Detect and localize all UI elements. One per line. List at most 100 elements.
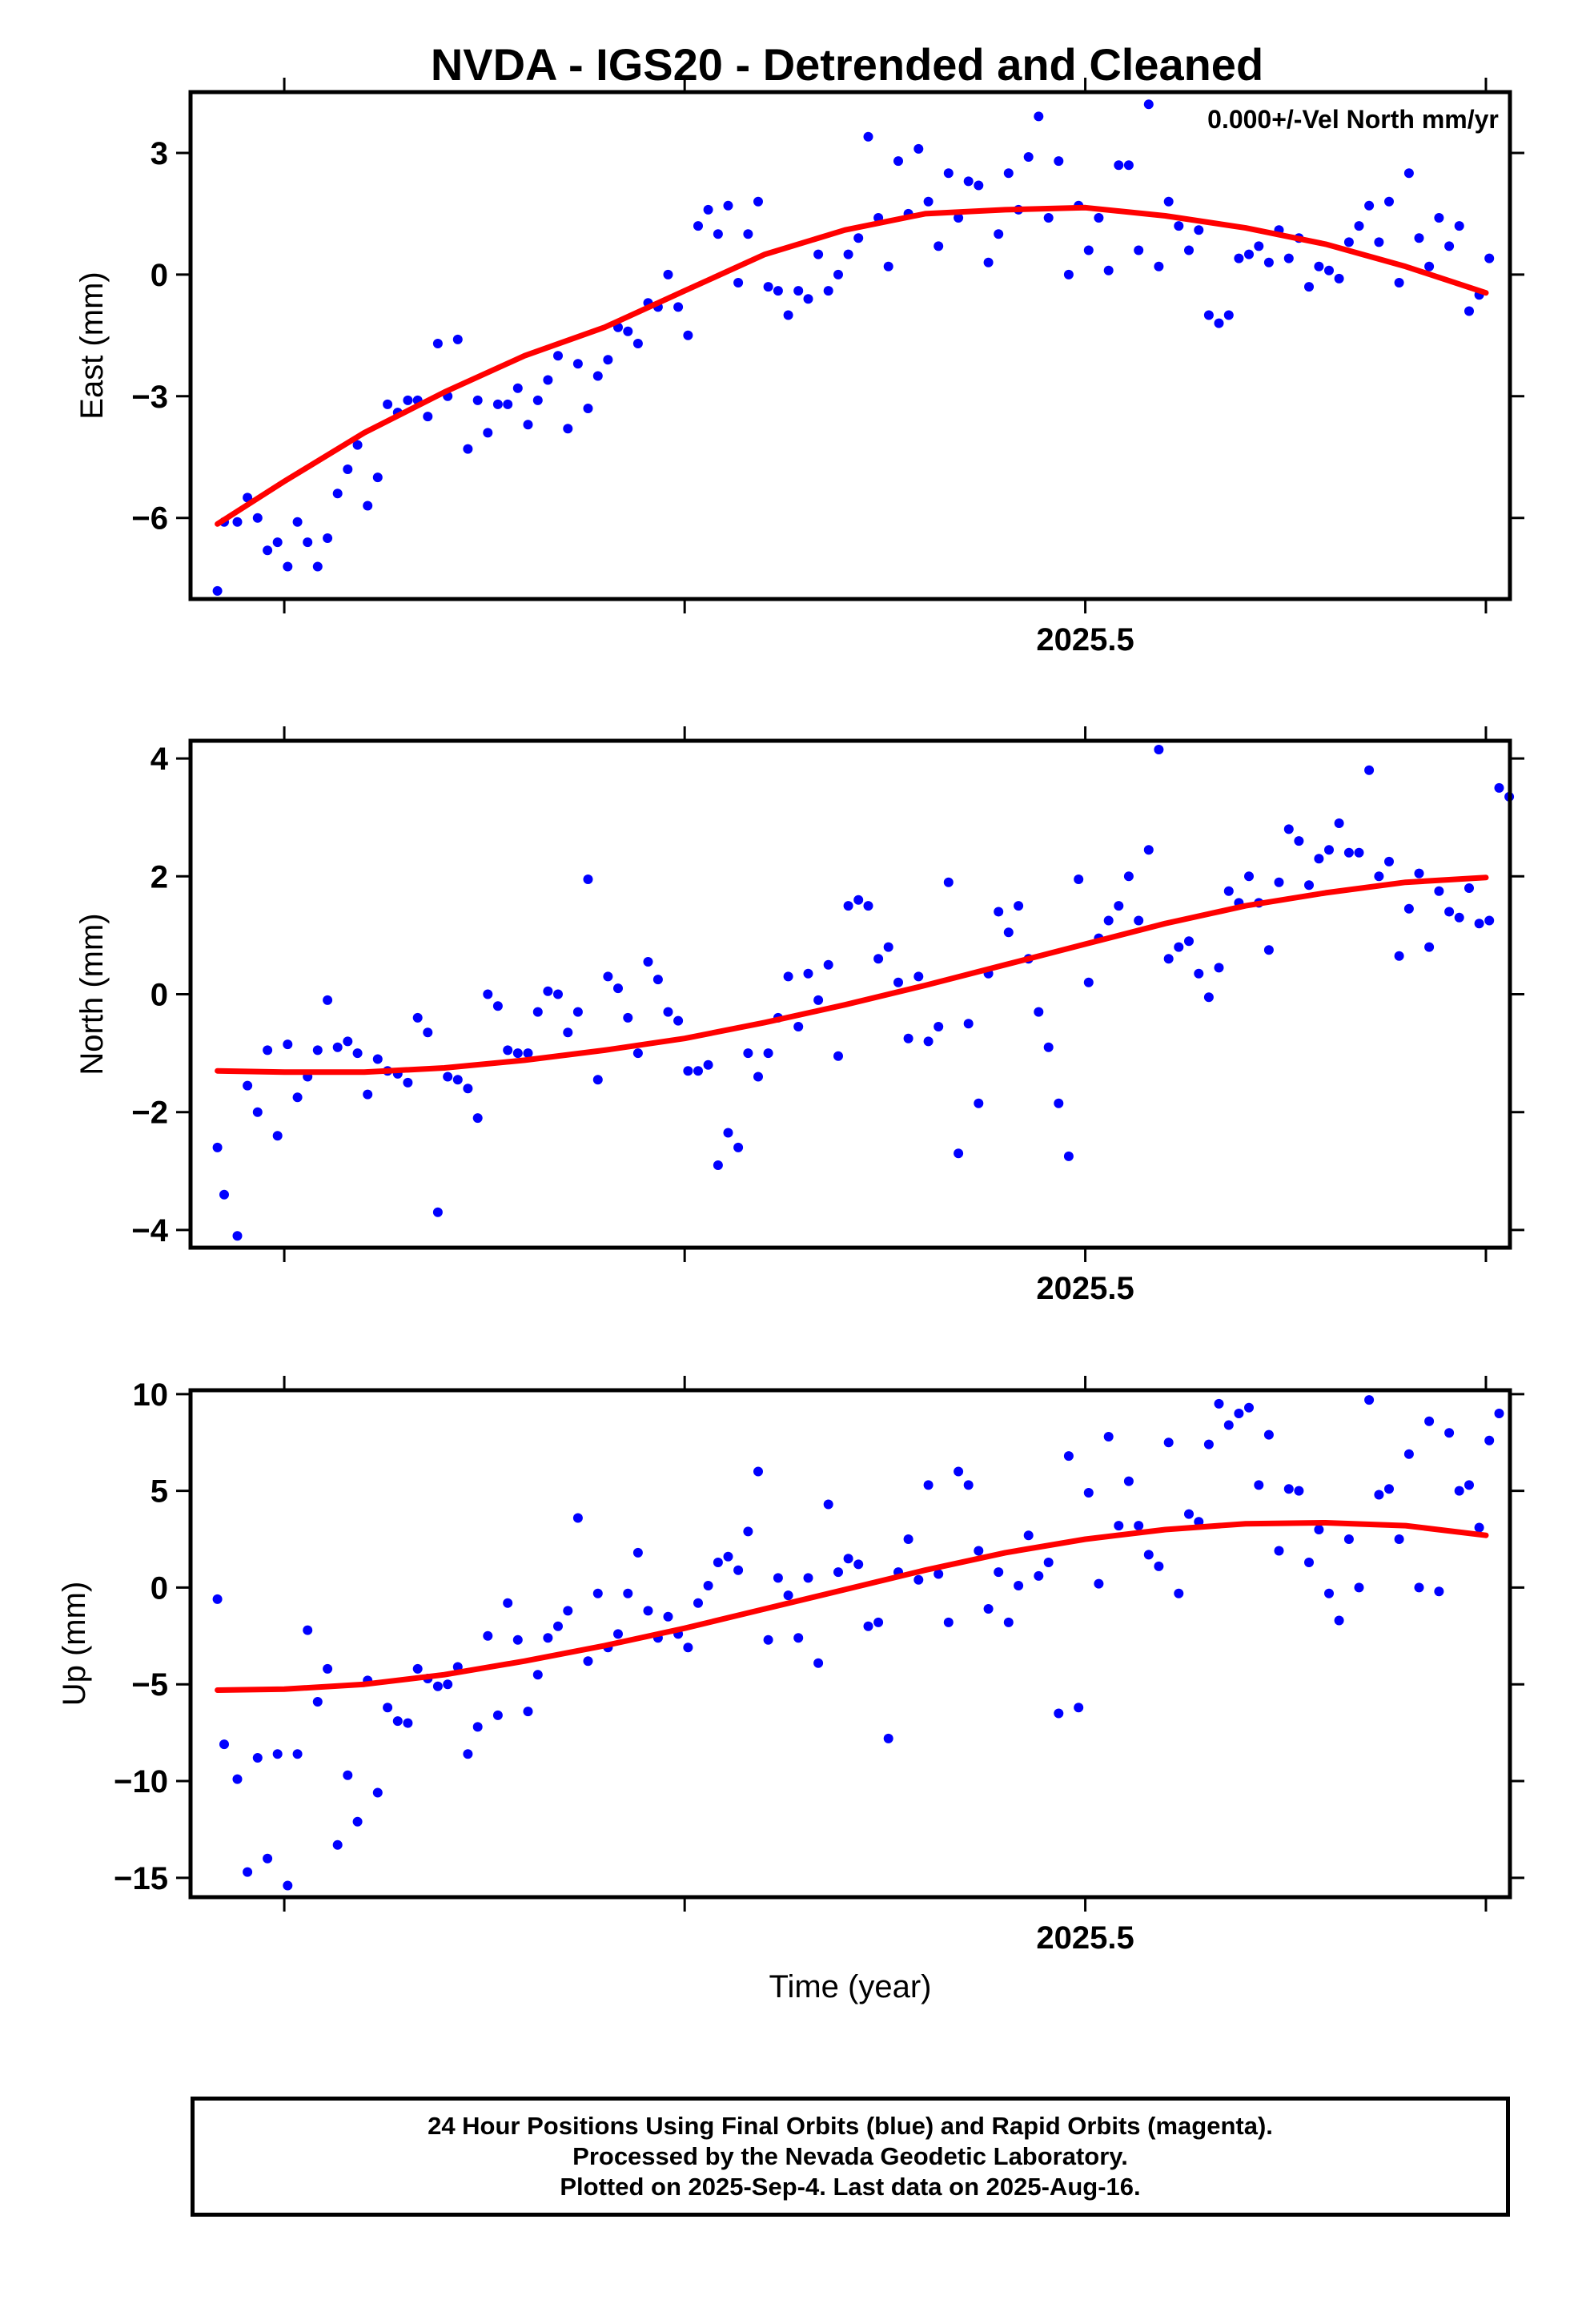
up-point-93 xyxy=(1143,1550,1154,1560)
up-point-47 xyxy=(683,1642,693,1653)
north-point-114 xyxy=(1354,847,1364,858)
north-point-93 xyxy=(1143,845,1154,855)
north-point-11 xyxy=(323,995,333,1005)
east-point-24 xyxy=(452,334,463,344)
up-point-72 xyxy=(934,1569,944,1579)
panel-up: −15 −10 −5 0 5 10 2025.5 Up (mm) xyxy=(57,1376,1524,1956)
east-point-83 xyxy=(1043,213,1054,223)
up-point-91 xyxy=(1123,1476,1134,1486)
east-point-121 xyxy=(1424,261,1435,271)
east-point-119 xyxy=(1403,168,1414,179)
north-point-39 xyxy=(603,971,613,982)
east-point-98 xyxy=(1194,225,1204,235)
up-point-33 xyxy=(543,1633,553,1643)
up-ytick-label-0: −15 xyxy=(114,1861,168,1896)
east-point-35 xyxy=(563,424,573,434)
east-point-93 xyxy=(1143,99,1154,110)
up-marks xyxy=(212,1395,1504,1891)
east-point-91 xyxy=(1123,160,1134,171)
north-point-95 xyxy=(1163,954,1174,964)
up-point-4 xyxy=(252,1753,263,1763)
east-point-22 xyxy=(432,339,443,348)
east-point-6 xyxy=(272,537,283,548)
north-point-63 xyxy=(843,901,853,911)
up-point-75 xyxy=(963,1480,974,1490)
up-point-120 xyxy=(1414,1582,1424,1593)
east-point-109 xyxy=(1304,282,1314,292)
east-point-50 xyxy=(713,229,723,239)
north-point-8 xyxy=(292,1092,303,1103)
up-point-2 xyxy=(232,1774,243,1784)
up-point-115 xyxy=(1364,1395,1375,1405)
north-point-38 xyxy=(592,1075,603,1085)
north-point-55 xyxy=(763,1048,773,1059)
up-point-7 xyxy=(283,1880,293,1891)
north-point-45 xyxy=(663,1007,673,1017)
up-point-62 xyxy=(833,1567,843,1578)
east-point-51 xyxy=(723,200,733,211)
up-point-5 xyxy=(263,1853,273,1864)
east-point-70 xyxy=(913,143,924,154)
up-point-8 xyxy=(292,1749,303,1759)
up-point-40 xyxy=(613,1629,623,1639)
north-point-60 xyxy=(813,995,824,1005)
north-point-34 xyxy=(553,989,563,999)
east-point-62 xyxy=(833,269,843,279)
north-point-54 xyxy=(753,1072,763,1082)
east-frame xyxy=(188,90,1512,601)
north-point-37 xyxy=(583,875,593,884)
up-point-23 xyxy=(443,1679,453,1690)
east-point-79 xyxy=(1003,168,1014,179)
up-point-35 xyxy=(563,1606,573,1616)
north-point-98 xyxy=(1194,968,1204,979)
north-point-117 xyxy=(1384,856,1394,866)
north-point-4 xyxy=(252,1107,263,1117)
north-point-35 xyxy=(563,1027,573,1038)
east-point-125 xyxy=(1464,306,1474,316)
up-point-104 xyxy=(1254,1480,1264,1490)
east-point-61 xyxy=(823,286,833,296)
north-marks xyxy=(212,745,1515,1241)
up-point-16 xyxy=(372,1787,383,1798)
east-point-101 xyxy=(1223,310,1234,320)
up-point-107 xyxy=(1283,1484,1294,1494)
east-point-94 xyxy=(1154,261,1164,271)
east-point-4 xyxy=(252,513,263,523)
up-point-64 xyxy=(853,1559,864,1570)
east-marks xyxy=(212,99,1495,596)
east-point-118 xyxy=(1394,278,1404,287)
east-point-82 xyxy=(1034,111,1044,122)
up-point-55 xyxy=(763,1634,773,1645)
up-point-29 xyxy=(503,1598,513,1608)
east-point-2 xyxy=(232,517,243,527)
north-point-28 xyxy=(492,1001,503,1011)
north-point-50 xyxy=(713,1160,723,1170)
up-point-1 xyxy=(219,1739,229,1750)
north-point-74 xyxy=(954,1148,964,1159)
up-point-88 xyxy=(1094,1578,1104,1589)
north-point-5 xyxy=(263,1045,273,1055)
north-point-40 xyxy=(613,983,623,994)
up-point-17 xyxy=(383,1703,393,1713)
north-ytick-label-4: 4 xyxy=(151,742,169,777)
east-point-115 xyxy=(1364,200,1375,211)
up-ytick-label-2: −5 xyxy=(131,1667,168,1703)
up-point-58 xyxy=(793,1633,804,1643)
north-axes: −4 −2 0 2 4 2025.5 xyxy=(131,726,1524,1306)
east-fit-line xyxy=(215,204,1489,527)
up-point-38 xyxy=(592,1588,603,1598)
north-ytick-label-2: 0 xyxy=(151,978,168,1013)
north-point-91 xyxy=(1123,871,1134,882)
up-point-42 xyxy=(632,1547,643,1558)
up-point-56 xyxy=(773,1573,783,1583)
north-point-64 xyxy=(853,895,864,905)
east-ytick-label-1: −3 xyxy=(131,380,168,415)
north-point-41 xyxy=(623,1012,633,1023)
east-point-12 xyxy=(332,489,343,499)
north-point-47 xyxy=(683,1066,693,1076)
up-point-71 xyxy=(923,1480,934,1490)
east-point-30 xyxy=(512,383,523,393)
north-point-79 xyxy=(1003,927,1014,938)
up-point-92 xyxy=(1134,1521,1144,1531)
velocity-note: 0.000+/-Vel North mm/yr xyxy=(1207,105,1499,134)
